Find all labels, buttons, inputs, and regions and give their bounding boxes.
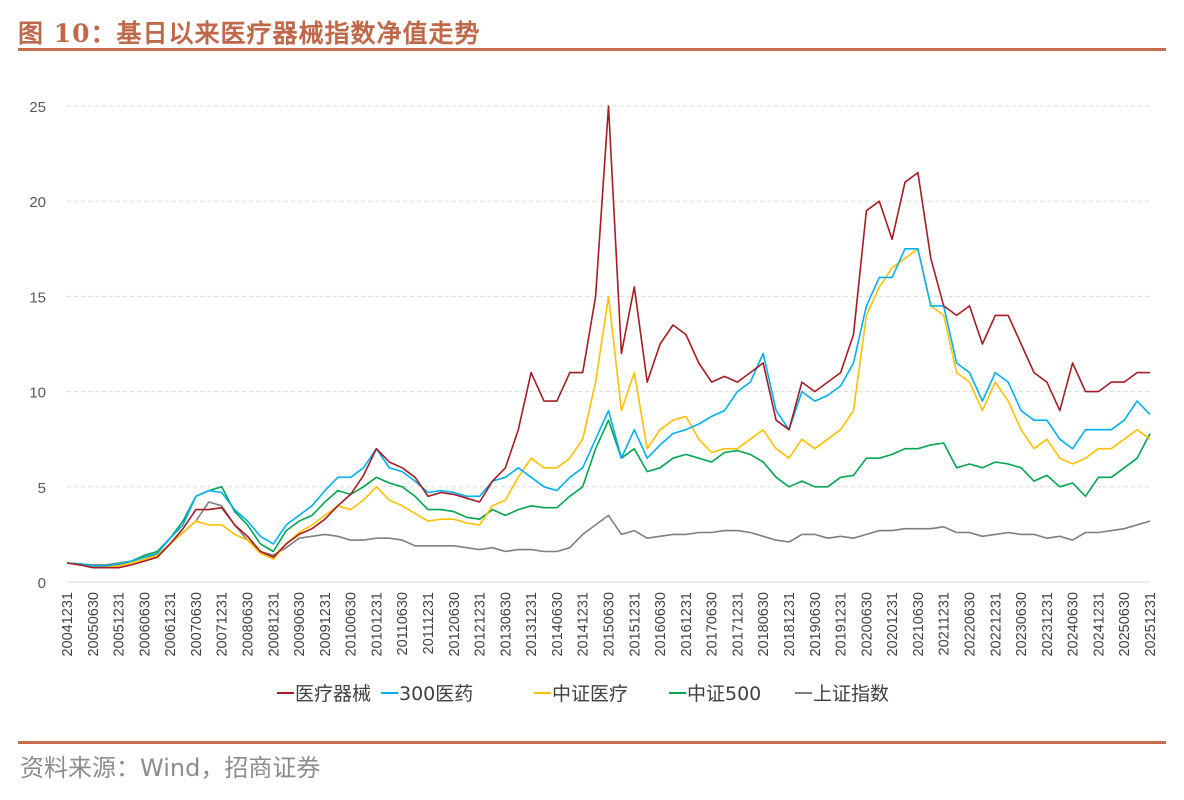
x-tick-label: 20081231 bbox=[266, 592, 282, 657]
x-tick-label: 20161231 bbox=[679, 592, 695, 657]
x-tick-label: 20171231 bbox=[730, 592, 746, 657]
x-tick-label: 20200630 bbox=[859, 592, 875, 657]
x-tick-label: 20180630 bbox=[756, 592, 772, 657]
x-tick-label: 20050630 bbox=[86, 592, 102, 657]
x-tick-label: 20220630 bbox=[963, 592, 979, 657]
y-tick-label: 10 bbox=[29, 385, 46, 402]
x-tick-label: 20041231 bbox=[60, 592, 76, 657]
legend-item-4[interactable]: 上证指数 bbox=[795, 683, 889, 705]
x-tick-label: 20051231 bbox=[112, 592, 128, 657]
x-tick-label: 20230630 bbox=[1014, 592, 1030, 657]
legend-label: 上证指数 bbox=[813, 683, 889, 705]
y-tick-label: 5 bbox=[38, 480, 46, 497]
x-tick-label: 20160630 bbox=[653, 592, 669, 657]
x-axis-ticks: 20041231 20050630 20051231 20060630 20061231… bbox=[60, 592, 1159, 657]
y-tick-label: 20 bbox=[29, 194, 46, 211]
y-tick-label: 0 bbox=[38, 575, 46, 592]
x-tick-label: 20170630 bbox=[705, 592, 721, 657]
x-tick-label: 20070630 bbox=[189, 592, 205, 657]
series-line-4 bbox=[66, 501, 1151, 566]
legend: 医疗器械 300医药 中证医疗 中证500 上证指数 bbox=[277, 683, 889, 705]
x-tick-label: 20151231 bbox=[627, 592, 643, 657]
legend-label: 中证医疗 bbox=[552, 683, 628, 705]
x-tick-label: 20061231 bbox=[163, 592, 179, 657]
source-rule bbox=[18, 741, 1166, 744]
x-tick-label: 20221231 bbox=[988, 592, 1004, 657]
title-rule bbox=[18, 48, 1166, 51]
x-tick-label: 20241231 bbox=[1091, 592, 1107, 657]
legend-item-0[interactable]: 医疗器械 bbox=[277, 683, 371, 705]
legend-item-1[interactable]: 300医药 bbox=[381, 683, 473, 705]
x-tick-label: 20120630 bbox=[447, 592, 463, 657]
legend-item-2[interactable]: 中证医疗 bbox=[534, 683, 628, 705]
x-tick-label: 20191231 bbox=[834, 592, 850, 657]
x-tick-label: 20251231 bbox=[1143, 592, 1159, 657]
x-tick-label: 20111231 bbox=[421, 592, 437, 654]
x-tick-label: 20080630 bbox=[241, 592, 257, 657]
legend-item-3[interactable]: 中证500 bbox=[669, 683, 761, 705]
y-tick-label: 15 bbox=[29, 289, 46, 306]
x-tick-label: 20121231 bbox=[473, 592, 489, 657]
x-tick-label: 20231231 bbox=[1040, 592, 1056, 657]
x-tick-label: 20201231 bbox=[885, 592, 901, 657]
series-line-0 bbox=[66, 105, 1150, 569]
x-tick-label: 20131231 bbox=[524, 592, 540, 657]
x-tick-label: 20060630 bbox=[137, 592, 153, 657]
gridlines bbox=[67, 105, 1150, 583]
source-note: 资料来源：Wind，招商证券 bbox=[20, 754, 321, 782]
y-tick-label: 25 bbox=[29, 99, 46, 116]
series-lines bbox=[66, 105, 1151, 569]
legend-label: 中证500 bbox=[687, 683, 761, 705]
y-axis-ticks: 0 5 10 15 20 25 bbox=[29, 99, 46, 592]
legend-label: 300医药 bbox=[399, 683, 473, 705]
x-tick-label: 20140630 bbox=[550, 592, 566, 657]
x-tick-label: 20211231 bbox=[937, 592, 953, 655]
x-tick-label: 20190630 bbox=[808, 592, 824, 657]
series-line-3 bbox=[66, 419, 1151, 567]
x-tick-label: 20181231 bbox=[782, 592, 798, 657]
x-tick-label: 20150630 bbox=[602, 592, 618, 657]
x-tick-label: 20141231 bbox=[576, 592, 592, 657]
x-tick-label: 20091231 bbox=[318, 592, 334, 657]
x-tick-label: 20250630 bbox=[1117, 592, 1133, 657]
line-chart: 0 5 10 15 20 25 20041231 20050630 20051231 20060… bbox=[29, 99, 1159, 705]
x-tick-label: 20101231 bbox=[369, 592, 385, 657]
x-tick-label: 20100630 bbox=[344, 592, 360, 657]
x-tick-label: 20130630 bbox=[498, 592, 514, 657]
x-tick-label: 20210630 bbox=[911, 592, 927, 657]
legend-label: 医疗器械 bbox=[295, 683, 371, 705]
x-tick-label: 20090630 bbox=[292, 592, 308, 657]
x-tick-label: 20071231 bbox=[215, 592, 231, 657]
x-tick-label: 20240630 bbox=[1066, 592, 1082, 657]
figure-title: 图 10：基日以来医疗器械指数净值走势 bbox=[18, 19, 481, 48]
series-line-1 bbox=[66, 248, 1151, 567]
x-tick-label: 20110630 bbox=[395, 592, 411, 655]
